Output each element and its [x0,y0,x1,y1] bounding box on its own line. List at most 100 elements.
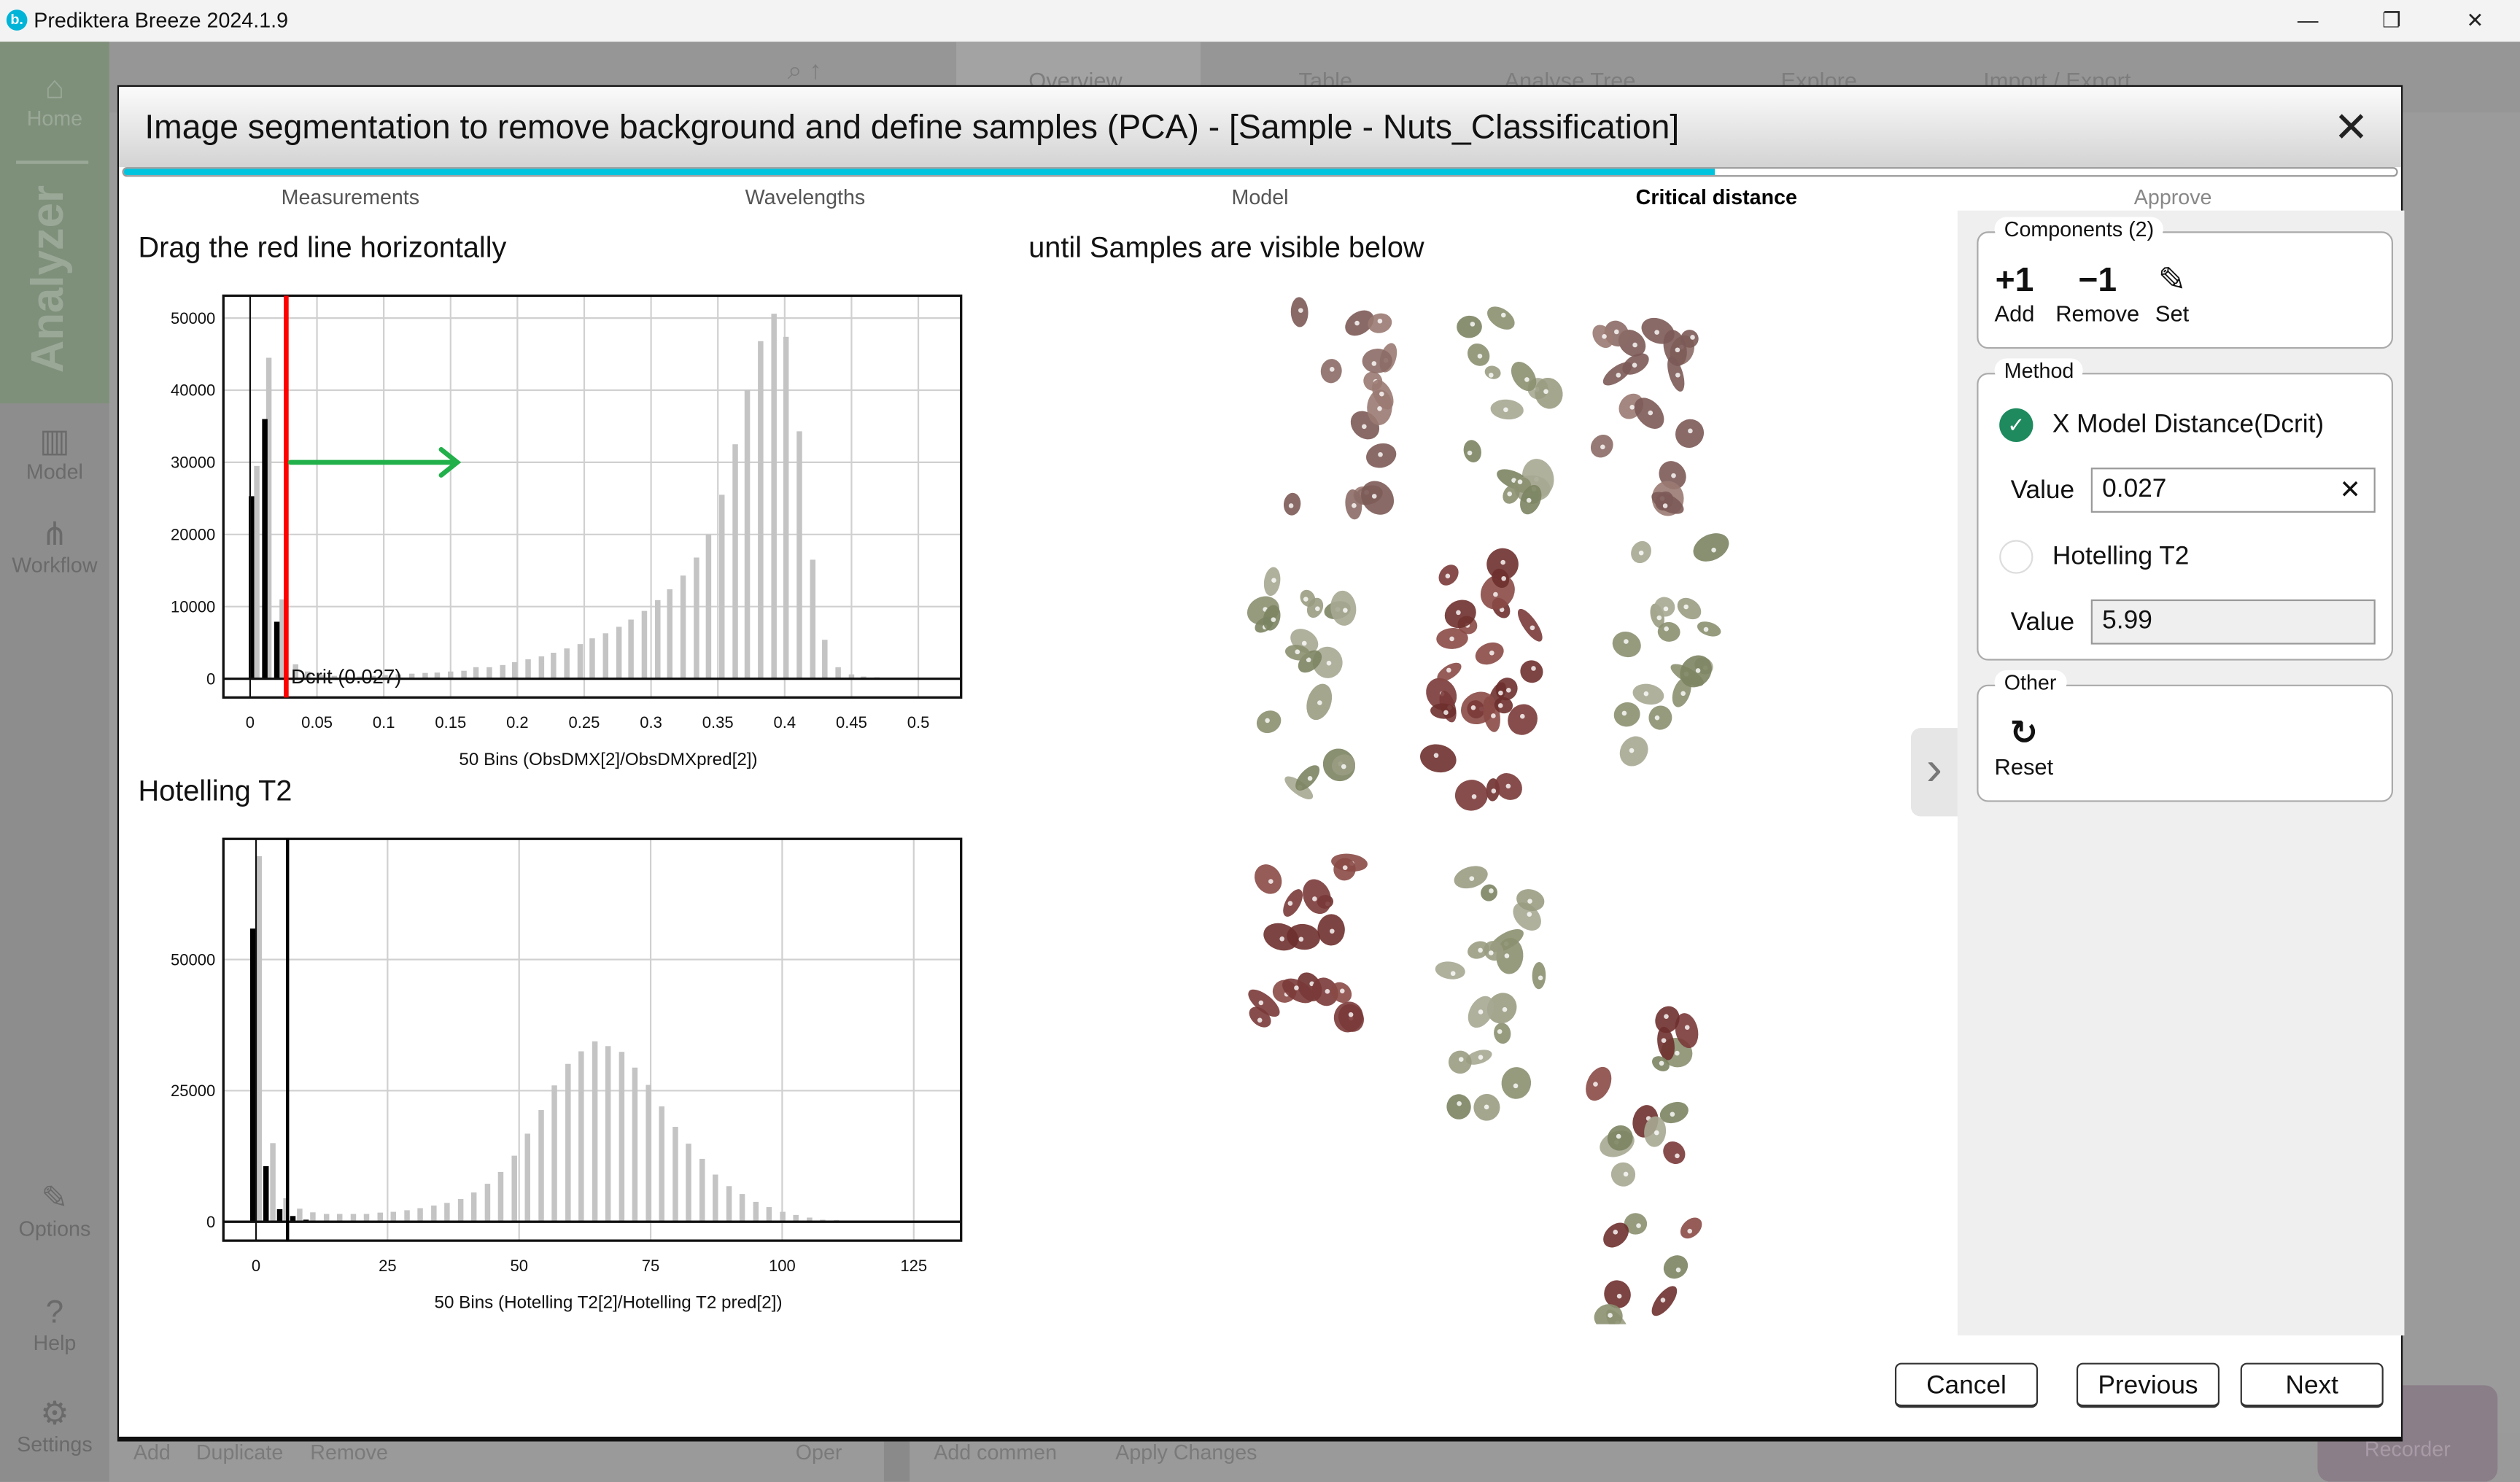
nut-sample [1463,440,1481,462]
analyzer-label[interactable]: Analyzer [22,185,73,373]
pred-bar [705,534,712,679]
sidebar-item-home[interactable]: ⌂ Home [0,71,109,131]
window-close-button[interactable]: ✕ [2466,8,2484,33]
nut-speckle [1258,1000,1264,1006]
step-model[interactable]: Model [1231,185,1289,209]
y-tick-label: 50000 [171,950,215,969]
nut-speckle [1470,322,1476,327]
nut-speckle [1330,928,1335,934]
nut-speckle [1279,936,1285,942]
sidebar-item-workflow[interactable]: ⋔ Workflow [0,518,109,578]
duplicate-action[interactable]: Duplicate [195,1440,284,1464]
pred-bar [686,1144,691,1222]
nut-speckle [1624,639,1629,644]
sidebar-label: Help [33,1330,77,1355]
pred-bar [551,653,557,679]
step-critical-distance[interactable]: Critical distance [1635,185,1797,209]
minimize-button[interactable]: — [2297,8,2319,33]
nut-speckle [1456,610,1461,616]
dcrit-histogram[interactable]: 0 0.05 0.1 0.15 0.2 0.25 0.3 0.35 0.4 0.45 0.5 0 100… [163,283,982,781]
dialog-close-button[interactable]: ✕ [2333,103,2369,152]
remove-component-button[interactable]: −1 Remove [2055,262,2139,326]
pred-bar [350,1214,357,1222]
reset-button[interactable]: ↻ Reset [1995,715,2054,780]
pred-bar [659,1106,664,1222]
add-label: Add [1994,300,2035,327]
nut-speckle [1315,606,1320,611]
pred-bar [732,444,738,679]
remove-action[interactable]: Remove [310,1440,388,1464]
nut-sample [1282,978,1314,1004]
x-axis-label: 50 Bins (ObsDMX[2]/ObsDMXpred[2]) [459,750,757,769]
nut-speckle [1445,573,1451,579]
nut-speckle [1519,713,1525,719]
sidebar-item-help[interactable]: ? Help [0,1295,109,1355]
hotelling-radio[interactable] [1999,540,2034,574]
nut-speckle [1500,559,1505,565]
nut-speckle [1377,406,1382,411]
nut-speckle [1446,667,1451,673]
obs-bar [249,496,255,679]
nut-speckle [1342,865,1348,870]
nut-sample [1333,1001,1363,1033]
add-comment-action[interactable]: Add commen [934,1440,1058,1464]
nut-speckle [1687,1228,1693,1234]
hotelling-histogram[interactable]: 0 25 50 75 100 125 0 25000 50000 50 Bins (Hotelli… [163,826,982,1324]
x-tick-label: 50 [510,1257,527,1275]
pred-bar [448,671,454,679]
method-label: Method [1994,358,2084,383]
nut-speckle [1298,936,1304,942]
nut-sample [1610,1162,1636,1187]
critical-line-label: Dcrit (0.027) [291,665,401,688]
pred-bar [632,1067,638,1222]
pred-bar [694,557,699,679]
add-action[interactable]: Add [133,1440,171,1464]
nut-speckle [1288,503,1294,508]
nut-sample [1603,1222,1629,1248]
dcrit-value-input[interactable]: 0.027 ✕ [2090,468,2376,513]
step-measurements[interactable]: Measurements [281,185,420,209]
nut-speckle [1497,1029,1503,1034]
set-component-button[interactable]: ✎ Set [2155,262,2189,326]
pred-bar [292,664,298,679]
add-component-button[interactable]: +1 Add [1995,262,2035,326]
x-tick-label: 100 [769,1257,796,1275]
pred-bar [744,390,751,679]
home-icon: ⌂ [44,70,65,106]
x-tick-label: 125 [900,1257,927,1275]
step-approve[interactable]: Approve [2133,185,2212,209]
pred-bar [835,667,841,679]
nut-sample [1484,941,1504,961]
apply-changes-action[interactable]: Apply Changes [1115,1440,1257,1464]
nut-speckle [1271,617,1276,622]
nut-speckle [1600,444,1605,450]
pred-bar [565,1063,571,1222]
app-logo: b. [6,9,28,31]
dcrit-option-label[interactable]: X Model Distance(Dcrit) [2052,411,2325,439]
nut-sample [1535,377,1563,409]
sidebar-item-settings[interactable]: ⚙ Settings [0,1397,109,1456]
search-icon[interactable]: ⌕ ↑ [787,58,822,85]
pred-bar [589,638,595,679]
clear-icon[interactable]: ✕ [2339,477,2361,505]
previous-button[interactable]: Previous [2076,1362,2220,1408]
expand-panel-chevron-icon[interactable]: › [1910,728,1958,817]
nut-sample [1283,889,1303,917]
cancel-button[interactable]: Cancel [1894,1362,2039,1408]
sidebar-item-options[interactable]: ✎ Options [0,1182,109,1241]
nut-speckle [1265,718,1270,723]
pred-bar [461,670,467,679]
sidebar-item-model[interactable]: ▥ Model [0,424,109,484]
nut-speckle [1675,1050,1680,1056]
open-action[interactable]: Oper [795,1440,842,1464]
hotelling-option-label[interactable]: Hotelling T2 [2052,543,2190,571]
nut-speckle [1593,1082,1598,1087]
maximize-button[interactable]: ❐ [2381,8,2401,33]
step-wavelengths[interactable]: Wavelengths [745,185,866,209]
pred-bar [619,1052,625,1222]
hotelling-value-input: 5.99 [2090,599,2376,645]
nut-speckle [1488,373,1494,378]
next-button[interactable]: Next [2240,1362,2384,1408]
nut-sample [1330,590,1357,626]
dcrit-radio-checked-icon[interactable]: ✓ [1999,408,2034,442]
